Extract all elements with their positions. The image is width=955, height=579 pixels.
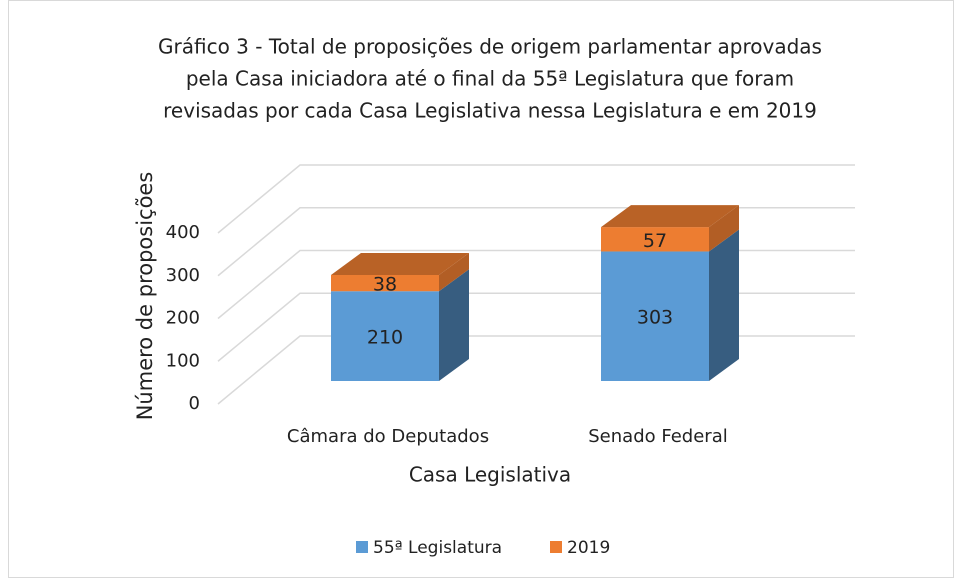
data-label: 303 [637, 307, 673, 329]
y-tick-label: 0 [189, 393, 200, 414]
y-tick-label: 400 [166, 222, 200, 243]
legend-label: 2019 [567, 538, 610, 558]
bar-top [601, 205, 739, 228]
chart-title: Gráfico 3 - Total de proposições de orig… [158, 35, 822, 59]
y-tick-label: 300 [166, 265, 200, 286]
bar [331, 291, 439, 381]
y-tick-label: 100 [166, 350, 200, 371]
bar [601, 251, 709, 381]
bar [601, 227, 709, 252]
legend-label: 55ª Legislatura [373, 538, 502, 558]
bar [331, 274, 439, 292]
bar-side [709, 229, 739, 381]
bar-side [439, 269, 469, 381]
data-label: 38 [373, 274, 397, 296]
x-tick-label: Câmara do Deputados [287, 426, 489, 447]
y-tick-label: 200 [166, 308, 200, 329]
data-label: 210 [367, 327, 403, 349]
bar-side [439, 252, 469, 292]
legend-swatch [356, 541, 368, 553]
grid-line [217, 164, 855, 234]
legend-swatch [550, 541, 562, 553]
chart-title: pela Casa iniciadora até o final da 55ª … [186, 67, 794, 91]
bar-top [331, 252, 469, 275]
y-axis-label: Número de proposições [133, 172, 157, 421]
x-axis-label: Casa Legislativa [409, 463, 571, 487]
chart-frame [8, 0, 954, 578]
bar-side [709, 205, 739, 252]
data-label: 57 [643, 230, 667, 252]
x-tick-label: Senado Federal [588, 426, 727, 447]
chart-title: revisadas por cada Casa Legislativa ness… [163, 99, 817, 123]
